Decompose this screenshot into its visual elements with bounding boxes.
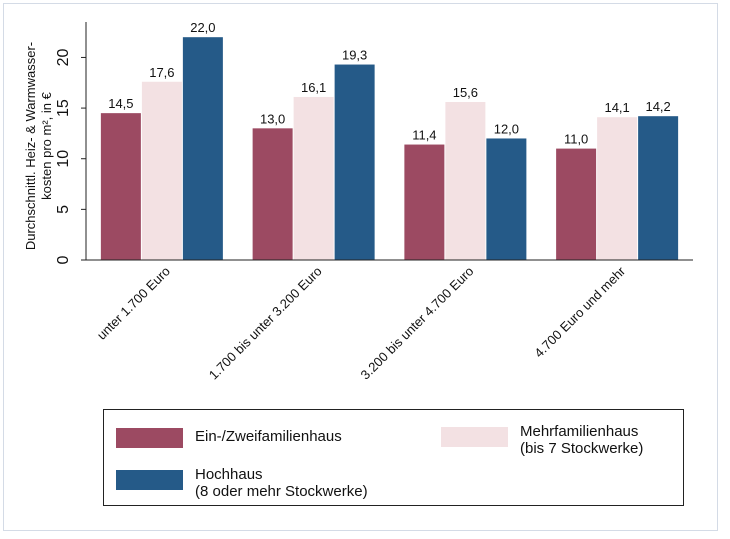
- bar-value-label: 11,0: [564, 132, 588, 147]
- legend-item-ein-zweifamilienhaus: Ein-/Zweifamilienhaus: [116, 428, 342, 448]
- y-tick-label: 5: [55, 205, 72, 214]
- bar-value-label: 19,3: [342, 48, 367, 63]
- legend-label-hochhaus: Hochhaus: [195, 466, 263, 483]
- x-tick-label: unter 1.700 Euro: [94, 264, 173, 343]
- y-axis-title-line2: kosten pro m², in €: [39, 91, 54, 199]
- bar: [252, 128, 293, 260]
- bar: [293, 96, 334, 261]
- y-tick-label: 20: [55, 48, 72, 66]
- bar-value-label: 14,1: [604, 100, 629, 115]
- y-tick-label: 0: [55, 255, 72, 264]
- legend-sublabel-hochhaus: (8 oder mehr Stockwerke): [195, 483, 368, 500]
- bar: [182, 37, 223, 260]
- bar: [445, 102, 486, 260]
- legend-swatch-ein-zweifamilienhaus: [116, 428, 183, 448]
- legend-label-mehrfamilienhaus: Mehrfamilienhaus: [520, 423, 639, 440]
- y-tick-label: 15: [55, 99, 72, 117]
- bar-value-label: 14,2: [645, 99, 670, 114]
- x-tick-label: 4.700 Euro und mehr: [531, 263, 628, 360]
- bar-value-label: 13,0: [260, 111, 285, 126]
- bar-value-label: 14,5: [108, 96, 133, 111]
- legend: Ein-/Zweifamilienhaus Mehrfamilienhaus (…: [103, 409, 684, 506]
- bar-value-label: 12,0: [494, 121, 519, 136]
- x-tick-label: 1.700 bis unter 3.200 Euro: [206, 264, 325, 383]
- x-tick-label: 3.200 bis unter 4.700 Euro: [358, 264, 477, 383]
- bar-value-label: 16,1: [301, 80, 326, 95]
- bar: [404, 144, 445, 260]
- bar-value-label: 15,6: [453, 85, 478, 100]
- y-axis-title-line1: Durchschnittl. Heiz- & Warmwasser-: [23, 42, 38, 250]
- bar: [141, 81, 182, 260]
- bar-value-label: 22,0: [190, 20, 215, 35]
- bar: [334, 64, 375, 261]
- legend-swatch-hochhaus: [116, 470, 183, 490]
- bar: [486, 138, 527, 260]
- bar: [597, 117, 638, 260]
- y-tick-label: 10: [55, 150, 72, 168]
- legend-swatch-mehrfamilienhaus: [441, 427, 508, 447]
- legend-item-mehrfamilienhaus: Mehrfamilienhaus (bis 7 Stockwerke): [441, 423, 643, 457]
- bar: [556, 148, 597, 260]
- legend-label-ein-zweifamilienhaus: Ein-/Zweifamilienhaus: [195, 428, 342, 445]
- legend-sublabel-mehrfamilienhaus: (bis 7 Stockwerke): [520, 440, 644, 457]
- bar-value-label: 17,6: [149, 65, 174, 80]
- bar: [638, 116, 679, 261]
- bar: [100, 113, 141, 261]
- bar-value-label: 11,4: [412, 128, 436, 143]
- legend-item-hochhaus: Hochhaus (8 oder mehr Stockwerke): [116, 466, 368, 500]
